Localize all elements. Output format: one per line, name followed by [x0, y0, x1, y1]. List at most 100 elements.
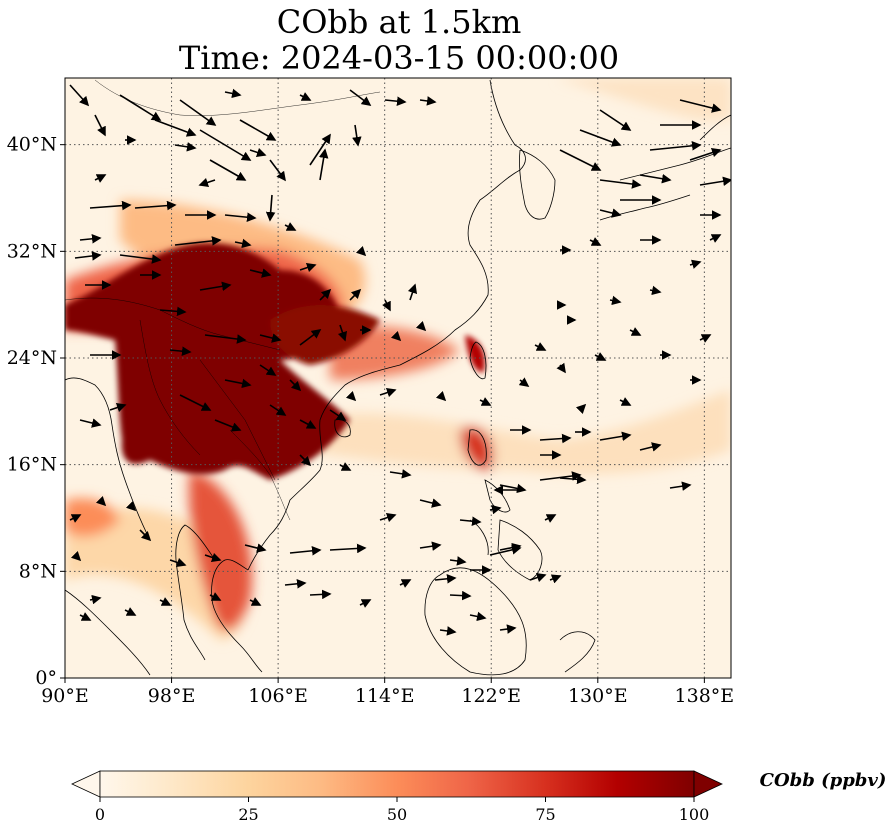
wind-arrow	[289, 379, 302, 392]
wind-arrow	[589, 237, 602, 246]
wind-arrow	[699, 334, 712, 343]
map-frame	[64, 77, 732, 679]
wind-arrow	[318, 148, 329, 181]
lon-tick-label: 114°E	[355, 685, 415, 707]
wind-arrow	[95, 495, 107, 507]
co-concentration-field	[65, 78, 731, 678]
wind-arrow	[575, 403, 587, 415]
graticule	[65, 78, 731, 678]
wind-arrow	[199, 281, 232, 292]
wind-arrow	[399, 579, 412, 588]
wind-arrow	[174, 236, 222, 246]
wind-vectors	[69, 84, 731, 636]
lat-tick-label: 0°	[35, 667, 57, 689]
wind-arrow	[89, 200, 132, 211]
wind-arrow	[415, 320, 427, 332]
wind-arrow	[209, 592, 222, 601]
wind-arrow	[259, 364, 277, 376]
wind-arrow	[384, 96, 407, 106]
wind-arrow	[339, 462, 352, 471]
wind-arrow	[119, 254, 162, 264]
wind-arrow	[289, 546, 322, 556]
lon-tick-label: 130°E	[568, 685, 628, 707]
wind-arrow	[699, 176, 731, 187]
wind-arrow	[489, 504, 502, 515]
wind-arrow	[449, 590, 472, 601]
wind-arrow	[69, 84, 90, 107]
wind-arrow	[544, 514, 557, 523]
wind-arrow	[299, 92, 312, 101]
colorbar-tick-label: 50	[387, 805, 407, 824]
lon-tick-label: 106°E	[248, 685, 308, 707]
wind-arrow	[209, 159, 247, 181]
wind-arrow	[489, 545, 522, 556]
wind-arrow	[179, 394, 212, 411]
wind-arrow	[619, 397, 632, 406]
wind-arrow	[499, 483, 527, 494]
wind-arrow	[198, 177, 216, 188]
wind-arrow	[79, 418, 102, 428]
wind-arrow	[159, 306, 187, 317]
wind-arrow	[159, 597, 172, 606]
wind-arrow	[224, 88, 242, 99]
map-timestamp: Time: 2024-03-15 00:00:00	[178, 39, 620, 77]
wind-arrow	[169, 346, 192, 356]
wind-arrow	[249, 147, 267, 158]
longitude-axis: 90°E 98°E 106°E 114°E 122°E 130°E 138°E	[41, 678, 734, 707]
wind-arrow	[382, 299, 391, 312]
wind-arrow	[479, 397, 492, 406]
wind-arrow	[179, 99, 217, 126]
wind-arrow	[449, 556, 467, 566]
wind-arrow	[154, 119, 197, 137]
lat-tick-label: 32°N	[7, 240, 57, 262]
colorbar-tick-label: 25	[238, 805, 258, 824]
wind-arrow	[599, 179, 642, 189]
wind-arrow	[389, 469, 412, 479]
wind-arrow	[709, 234, 722, 243]
wind-arrow	[359, 599, 372, 608]
colorbar-tick-label: 0	[95, 805, 105, 824]
lon-tick-label: 90°E	[41, 685, 89, 707]
wind-arrow	[556, 362, 566, 374]
wind-arrow	[109, 402, 127, 413]
colorbar-gradient	[99, 770, 695, 798]
wind-arrow	[337, 324, 348, 342]
wind-arrow	[269, 159, 286, 182]
wind-arrow	[355, 245, 367, 257]
map-title: CObb at 1.5km	[276, 3, 522, 41]
wind-arrow	[265, 194, 276, 222]
colorbar-tick-label: 100	[679, 805, 710, 824]
wind-arrow	[559, 474, 587, 485]
wind-arrow	[469, 611, 487, 622]
wind-arrow	[594, 352, 607, 361]
wind-arrow	[69, 514, 82, 523]
wind-arrow	[689, 259, 702, 269]
wind-arrow	[518, 377, 530, 387]
wind-arrow	[214, 419, 242, 432]
wind-arrow	[134, 200, 177, 211]
wind-arrow	[599, 431, 632, 442]
wind-arrow	[459, 516, 482, 526]
latitude-axis: 0° 8°N 16°N 24°N 32°N 40°N	[7, 134, 65, 689]
wind-arrow	[435, 390, 447, 402]
wind-arrow	[284, 222, 297, 231]
wind-arrow	[329, 543, 367, 554]
wind-arrow	[169, 557, 187, 568]
wind-arrow	[174, 142, 197, 152]
wind-arrow	[529, 572, 547, 583]
wind-arrow	[419, 541, 442, 551]
wind-arrow	[224, 212, 257, 222]
wind-arrow	[125, 500, 137, 512]
wind-arrow	[352, 124, 362, 147]
wind-arrow	[649, 285, 662, 296]
wind-arrow	[629, 327, 642, 336]
wind-arrow	[349, 89, 372, 106]
lon-tick-label: 122°E	[461, 685, 521, 707]
lat-tick-label: 40°N	[7, 134, 57, 156]
wind-arrow	[689, 147, 722, 161]
wind-arrow	[349, 288, 362, 301]
wind-arrow	[94, 114, 106, 137]
wind-arrow	[499, 624, 517, 634]
wind-arrow	[579, 129, 622, 147]
wind-arrow	[299, 262, 317, 273]
